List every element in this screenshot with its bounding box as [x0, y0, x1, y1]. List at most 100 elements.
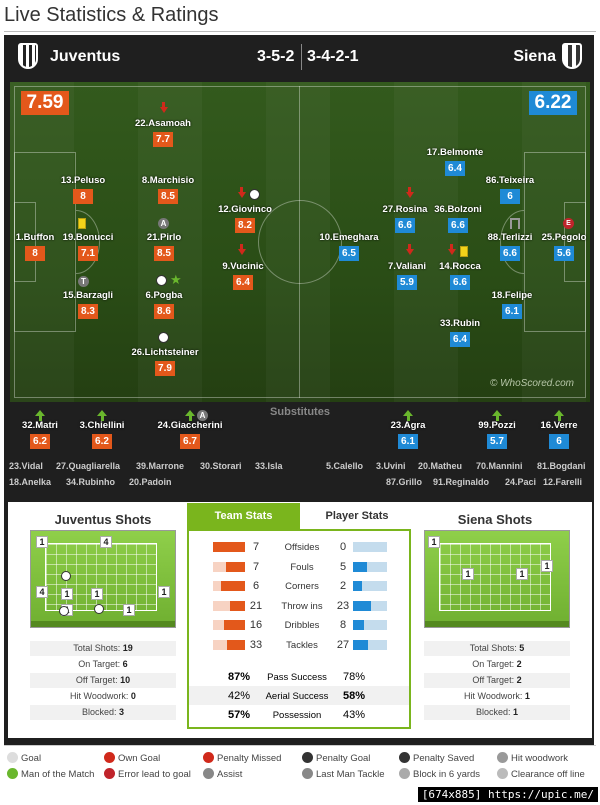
away-sub[interactable]: 16.Verre 6 — [519, 410, 599, 449]
shot-marker[interactable]: 4 — [36, 586, 48, 598]
bench-player[interactable]: 18.Anelka — [9, 477, 52, 487]
home-player[interactable]: 15.Barzagli 8.3 — [43, 290, 133, 319]
stat-value: 0 — [130, 691, 136, 701]
away-player[interactable]: 33.Rubin 6.4 — [415, 318, 505, 347]
home-player[interactable]: 1.Buffon 8 — [0, 232, 80, 261]
woodwork-icon — [497, 752, 508, 763]
pct-row: 87% Pass Success 78% — [189, 667, 409, 686]
bench-player[interactable]: 20.Padoin — [129, 477, 172, 487]
bench-player[interactable]: 30.Storari — [200, 461, 242, 471]
bench-player[interactable]: 39.Marrone — [136, 461, 185, 471]
home-player[interactable]: 12.Giovinco 8.2 — [200, 204, 290, 233]
home-player[interactable]: 22.Asamoah 7.7 — [118, 118, 208, 147]
away-player[interactable]: 10.Emeghara 6.5 — [304, 232, 394, 261]
shot-marker[interactable]: 1 — [36, 536, 48, 548]
shot-marker[interactable]: 4 — [100, 536, 112, 548]
stat-label: Off Target: — [472, 675, 515, 685]
away-player[interactable]: 86.Teixeira 6 — [465, 175, 555, 204]
stat-label: Blocked: — [475, 707, 511, 717]
away-stat-bar — [353, 600, 387, 611]
team-stat-row: 33 Tackles 27 — [189, 637, 409, 655]
home-total-shots: Total Shots: 19 — [30, 641, 176, 656]
away-player[interactable]: 36.Bolzoni 6.6 — [413, 204, 503, 233]
home-player[interactable]: 9.Vucinic 6.4 — [198, 261, 288, 290]
page-title: Live Statistics & Ratings — [4, 4, 219, 26]
bench-player[interactable]: 27.Quagliarella — [56, 461, 121, 471]
shot-marker[interactable]: 1 — [91, 588, 103, 600]
shot-marker[interactable]: 1 — [428, 536, 440, 548]
home-player[interactable]: 13.Peluso 8 — [38, 175, 128, 204]
legend-label: Assist — [217, 769, 243, 780]
bench-player[interactable]: 34.Rubinho — [66, 477, 115, 487]
bench-player[interactable]: 81.Bogdani — [537, 461, 586, 471]
legend-item: Hit woodwork — [497, 752, 568, 764]
penalty-goal-icon — [302, 752, 313, 763]
home-sub[interactable]: 24.Giaccherini 6.7 — [150, 410, 230, 449]
player-name: 36.Bolzoni — [434, 204, 482, 215]
shot-marker[interactable]: 1 — [462, 568, 474, 580]
penalty-saved-icon — [399, 752, 410, 763]
player-rating: 5.7 — [487, 434, 507, 449]
away-team-name[interactable]: Siena — [513, 48, 556, 65]
bench-player[interactable]: 23.Vidal — [9, 461, 43, 471]
away-player[interactable]: 25.Pegolo 5.6 — [519, 232, 600, 261]
bench-player[interactable]: 33.Isla — [255, 461, 283, 471]
player-rating: 6 — [500, 189, 520, 204]
ball-icon — [94, 604, 104, 614]
away-player[interactable]: 7.Valiani 5.9 — [362, 261, 452, 290]
bench-player[interactable]: 70.Mannini — [476, 461, 523, 471]
home-team-name[interactable]: Juventus — [50, 48, 121, 65]
team-stat-row: 6 Corners 2 — [189, 578, 409, 596]
image-credit: [674x885] https://upic.me/ — [417, 787, 598, 802]
shot-marker[interactable]: 1 — [61, 588, 73, 600]
player-rating: 8 — [73, 189, 93, 204]
away-player[interactable]: 17.Belmonte 6.4 — [410, 147, 500, 176]
bench-player[interactable]: 3.Uvini — [376, 461, 406, 471]
bench-player[interactable]: 5.Calello — [326, 461, 364, 471]
legend-item: Penalty Saved — [399, 752, 474, 764]
shot-marker[interactable]: 1 — [123, 604, 135, 616]
tab-player-stats[interactable]: Player Stats — [302, 503, 412, 529]
bench-player[interactable]: 87.Grillo — [386, 477, 423, 487]
home-formation: 3-5-2 — [257, 48, 295, 65]
player-rating: 6.4 — [233, 275, 253, 290]
away-formation: 3-4-2-1 — [307, 48, 359, 65]
home-stat-bar — [213, 561, 245, 572]
home-player[interactable]: 21.Pirlo 8.5 — [119, 232, 209, 261]
stat-label: Total Shots: — [73, 643, 121, 653]
shot-marker[interactable]: 1 — [541, 560, 553, 572]
pct-home: 57% — [227, 709, 251, 721]
siena-crest-icon — [562, 43, 582, 69]
home-player[interactable]: 8.Marchisio 8.5 — [123, 175, 213, 204]
tab-team-stats[interactable]: Team Stats — [187, 503, 300, 529]
away-player[interactable]: 14.Rocca 6.6 — [415, 261, 505, 290]
bench-player[interactable]: 20.Matheu — [418, 461, 463, 471]
stat-label: Throw ins — [281, 600, 323, 612]
away-stat-value: 23 — [336, 599, 350, 612]
legend-item: Penalty Goal — [302, 752, 370, 764]
watermark: © WhoScored.com — [489, 378, 574, 389]
star-icon: ★ — [170, 272, 182, 287]
home-player[interactable]: 19.Bonucci 7.1 — [43, 232, 133, 261]
bench-player[interactable]: 91.Reginaldo — [433, 477, 490, 487]
stat-label: Tackles — [286, 639, 318, 651]
home-player[interactable]: 6.Pogba 8.6 — [119, 290, 209, 319]
subbed-on-icon — [492, 410, 502, 421]
away-player[interactable]: 27.Rosina 6.6 — [360, 204, 450, 233]
home-sub[interactable]: 3.Chiellini 6.2 — [62, 410, 142, 449]
away-player[interactable]: 18.Felipe 6.1 — [467, 290, 557, 319]
player-name: 6.Pogba — [145, 290, 183, 301]
away-sub[interactable]: 99.Pozzi 5.7 — [457, 410, 537, 449]
shot-marker[interactable]: 1 — [158, 586, 170, 598]
home-player[interactable]: 26.Lichtsteiner 7.9 — [120, 347, 210, 376]
bench-player[interactable]: 12.Farelli — [543, 477, 583, 487]
away-player[interactable]: 88.Terlizzi 6.6 — [465, 232, 555, 261]
bench-player[interactable]: 24.Paci — [505, 477, 537, 487]
away-sub[interactable]: 23.Agra 6.1 — [368, 410, 448, 449]
shot-marker[interactable]: 1 — [516, 568, 528, 580]
pct-label: Aerial Success — [265, 691, 329, 702]
legend-item: Man of the Match — [7, 768, 94, 780]
assist-icon: A — [197, 410, 208, 421]
home-sub[interactable]: 32.Matri 6.2 — [0, 410, 80, 449]
player-name: 9.Vucinic — [222, 261, 264, 272]
